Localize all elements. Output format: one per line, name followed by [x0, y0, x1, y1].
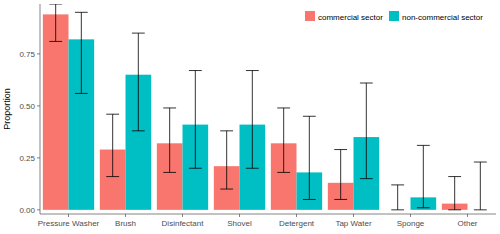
legend-label: commercial sector	[318, 13, 383, 22]
y-tick	[37, 53, 40, 54]
y-tick-label: 0.00	[19, 206, 35, 215]
legend-box	[300, 8, 492, 24]
x-axis-line	[40, 214, 496, 215]
plot-background	[40, 4, 496, 214]
x-tick	[182, 214, 183, 217]
y-axis-label: Proportion	[2, 88, 12, 130]
error-bar	[189, 71, 202, 169]
x-tick-label: Sponge	[397, 219, 425, 228]
x-tick-label: Shovel	[227, 219, 252, 228]
y-tick	[37, 105, 40, 106]
error-bar	[277, 108, 290, 172]
x-tick	[353, 214, 354, 217]
error-bar	[391, 185, 404, 210]
x-tick	[239, 214, 240, 217]
y-tick	[37, 209, 40, 210]
bar	[43, 14, 69, 209]
x-tick-label: Pressure Washer	[38, 219, 100, 228]
x-tick-label: Detergent	[279, 219, 315, 228]
x-tick-label: Other	[457, 219, 477, 228]
legend-swatch	[305, 11, 315, 21]
y-tick	[37, 157, 40, 158]
x-tick	[410, 214, 411, 217]
error-bar	[75, 12, 88, 93]
x-tick	[125, 214, 126, 217]
y-tick-label: 0.25	[19, 154, 35, 163]
y-tick-label: 0.75	[19, 50, 35, 59]
error-bar	[303, 116, 316, 199]
error-bar	[220, 131, 233, 189]
y-axis-line	[40, 4, 41, 214]
x-tick-label: Tap Water	[335, 219, 371, 228]
error-bar	[246, 71, 259, 169]
x-tick-label: Disinfectant	[162, 219, 205, 228]
error-bar	[163, 108, 176, 172]
legend-swatch	[389, 11, 399, 21]
error-bar	[448, 177, 461, 210]
error-bar	[132, 33, 145, 131]
x-tick-label: Brush	[115, 219, 136, 228]
error-bar	[417, 145, 430, 207]
error-bar	[106, 114, 119, 176]
x-tick	[296, 214, 297, 217]
x-tick	[68, 214, 69, 217]
legend-label: non-commercial sector	[402, 13, 483, 22]
x-tick	[467, 214, 468, 217]
error-bar	[474, 162, 487, 210]
error-bar	[49, 4, 62, 41]
legend: commercial sector non-commercial sector	[300, 8, 492, 24]
chart: 0.00 0.25 0.50 0.75 Pressure Washer Brush Disi…	[0, 0, 500, 234]
y-tick-label: 0.50	[19, 102, 35, 111]
marks	[43, 4, 487, 210]
error-bar	[360, 83, 373, 179]
error-bar	[334, 150, 347, 200]
